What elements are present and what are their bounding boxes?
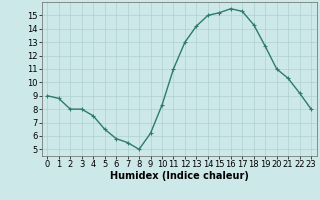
X-axis label: Humidex (Indice chaleur): Humidex (Indice chaleur) xyxy=(110,171,249,181)
